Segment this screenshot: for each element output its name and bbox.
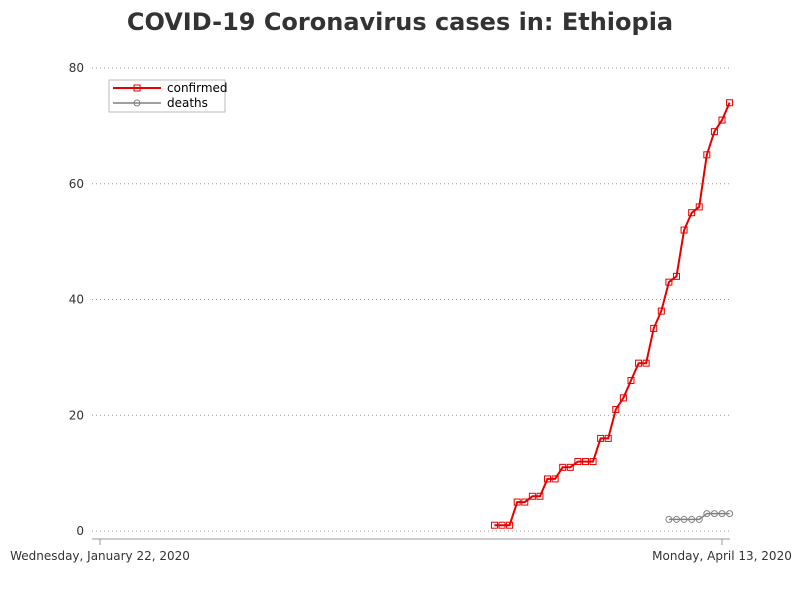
gridlines: [92, 67, 730, 532]
data-point: [680, 515, 688, 523]
x-tick-label: Monday, April 13, 2020: [652, 549, 792, 563]
data-point: [726, 510, 734, 518]
chart-title: COVID-19 Coronavirus cases in: Ethiopia: [126, 8, 674, 36]
data-point: [597, 434, 605, 442]
data-point: [506, 521, 514, 529]
y-tick-label: 60: [69, 177, 84, 191]
data-point: [695, 203, 703, 211]
legend-item-deaths: deaths: [113, 96, 208, 110]
data-point: [536, 492, 544, 500]
legend-swatch-marker: [133, 99, 141, 107]
series-layer: [490, 99, 734, 529]
data-point: [513, 498, 521, 506]
data-point: [551, 475, 559, 483]
data-point: [680, 226, 688, 234]
data-point: [672, 515, 680, 523]
x-tick-label: Wednesday, January 22, 2020: [10, 549, 190, 563]
x-axis-ticks: Wednesday, January 22, 2020 Monday, April…: [10, 539, 792, 563]
y-axis-ticks: 0 20 40 60 80: [69, 61, 84, 538]
data-point: [528, 492, 536, 500]
legend-box: [108, 79, 226, 113]
legend-item-confirmed: confirmed: [113, 81, 228, 95]
data-point: [574, 458, 582, 466]
data-point: [710, 510, 718, 518]
data-point: [695, 515, 703, 523]
data-point: [559, 463, 567, 471]
legend-label: confirmed: [167, 81, 228, 95]
data-point: [665, 515, 673, 523]
data-point: [688, 515, 696, 523]
data-point: [566, 463, 574, 471]
data-point: [635, 359, 643, 367]
data-point: [718, 116, 726, 124]
data-point: [688, 209, 696, 217]
legend-swatch-marker: [133, 84, 141, 92]
data-point: [665, 278, 673, 286]
series-deaths: [665, 510, 734, 523]
data-point: [657, 307, 665, 315]
data-point: [703, 151, 711, 159]
data-point: [581, 458, 589, 466]
data-point: [544, 475, 552, 483]
y-tick-label: 80: [69, 61, 84, 75]
data-point: [521, 498, 529, 506]
y-tick-label: 0: [76, 524, 84, 538]
series-confirmed: [490, 99, 734, 529]
data-point: [672, 272, 680, 280]
data-point: [612, 405, 620, 413]
y-tick-label: 40: [69, 293, 84, 307]
data-point: [726, 99, 734, 107]
series-line-confirmed: [494, 102, 731, 527]
data-point: [490, 521, 498, 529]
legend-label: deaths: [167, 96, 208, 110]
data-point: [710, 128, 718, 136]
data-point: [589, 458, 597, 466]
data-point: [498, 521, 506, 529]
data-point: [642, 359, 650, 367]
data-point: [650, 324, 658, 332]
data-point: [604, 434, 612, 442]
data-point: [703, 510, 711, 518]
data-point: [718, 510, 726, 518]
data-point: [619, 394, 627, 402]
y-tick-label: 20: [69, 408, 84, 422]
data-point: [627, 377, 635, 385]
